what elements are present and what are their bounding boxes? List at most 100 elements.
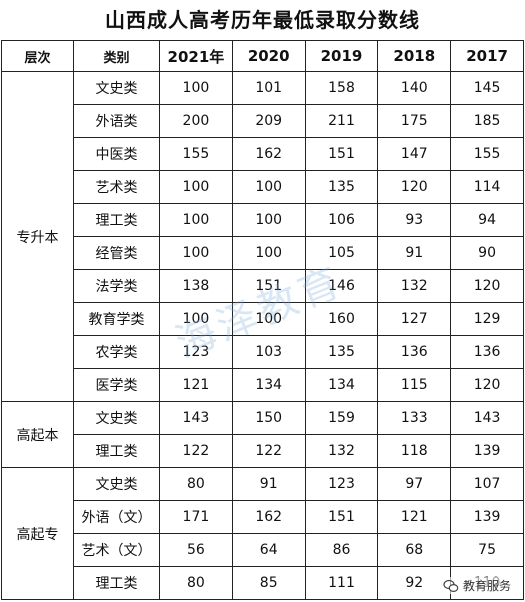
score-cell: 139 <box>450 434 524 468</box>
level-cell: 高起专 <box>1 467 74 600</box>
category-cell: 文史类 <box>73 467 160 501</box>
header-year: 2017 <box>450 40 524 72</box>
score-cell: 160 <box>304 302 379 336</box>
score-cell: 107 <box>450 467 524 501</box>
category-cell: 文史类 <box>73 401 160 435</box>
wechat-icon <box>443 579 459 592</box>
score-cell: 140 <box>377 71 452 105</box>
score-cell: 143 <box>159 401 233 435</box>
table-row: 中医类 155 162 151 147 155 <box>2 137 524 171</box>
score-cell: 97 <box>377 467 452 501</box>
table-row: 高起本 文史类 143 150 159 133 143 <box>1 401 524 468</box>
score-cell: 100 <box>159 71 233 105</box>
score-cell: 121 <box>377 500 452 534</box>
score-cell: 151 <box>304 137 379 171</box>
score-cell: 133 <box>377 401 452 435</box>
score-cell: 64 <box>231 533 306 567</box>
table-row: 理工类808511192110 <box>2 566 524 600</box>
score-cell: 120 <box>450 269 524 303</box>
score-cell: 86 <box>304 533 379 567</box>
score-cell: 85 <box>231 566 306 600</box>
score-cell: 80 <box>159 467 233 501</box>
category-cell: 外语（文） <box>73 500 160 534</box>
table-row: 艺术类 100 100 135 120 114 <box>2 170 524 204</box>
page-title: 山西成人高考历年最低录取分数线 <box>105 8 420 32</box>
score-cell: 135 <box>304 170 379 204</box>
score-cell: 150 <box>231 401 306 435</box>
score-cell: 146 <box>304 269 379 303</box>
header-category: 类别 <box>73 40 160 72</box>
score-cell: 118 <box>377 434 452 468</box>
score-cell: 91 <box>377 236 452 270</box>
score-cell: 171 <box>159 500 233 534</box>
category-cell: 医学类 <box>73 368 160 402</box>
table-row: 外语（文） 171 162 151 121 139 <box>2 500 524 534</box>
table-row: 理工类 122 122 132 118 139 <box>2 434 524 468</box>
score-cell: 127 <box>377 302 452 336</box>
score-cell: 101 <box>231 71 306 105</box>
table-row: 艺术（文） 56 64 86 68 75 <box>2 533 524 567</box>
score-cell: 151 <box>231 269 306 303</box>
score-cell: 92 <box>377 566 452 600</box>
level-cell: 专升本 <box>1 71 74 402</box>
score-cell: 134 <box>231 368 306 402</box>
score-cell: 155 <box>450 137 524 171</box>
category-cell: 文史类 <box>73 71 160 105</box>
score-cell: 211 <box>304 104 379 138</box>
category-cell: 理工类 <box>73 434 160 468</box>
table-row: 法学类 138 151 146 132 120 <box>2 269 524 303</box>
score-cell: 103 <box>231 335 306 369</box>
score-cell: 106 <box>304 203 379 237</box>
category-cell: 法学类 <box>73 269 160 303</box>
header-year: 2018 <box>377 40 452 72</box>
table-row: 专升本 文史类 100 101 158 140 145 <box>1 71 524 402</box>
score-cell: 115 <box>377 368 452 402</box>
score-cell: 120 <box>377 170 452 204</box>
table-row: 经管类 100 100 105 91 90 <box>2 236 524 270</box>
header-level: 层次 <box>1 40 74 72</box>
category-cell: 理工类 <box>73 566 160 600</box>
score-cell: 200 <box>159 104 233 138</box>
score-cell: 135 <box>304 335 379 369</box>
score-cell: 145 <box>450 71 524 105</box>
score-cell: 138 <box>159 269 233 303</box>
score-cell: 185 <box>450 104 524 138</box>
score-cell: 151 <box>304 500 379 534</box>
level-cell: 高起本 <box>1 401 74 468</box>
score-cell: 100 <box>231 236 306 270</box>
score-cell: 155 <box>159 137 233 171</box>
score-cell: 139 <box>450 500 524 534</box>
score-cell: 100 <box>159 236 233 270</box>
table-row: 高起专 文史类 80 91 123 97 107 <box>1 467 524 600</box>
category-cell: 经管类 <box>73 236 160 270</box>
score-cell: 175 <box>377 104 452 138</box>
header-year: 2020 <box>231 40 306 72</box>
category-cell: 理工类 <box>73 203 160 237</box>
score-cell: 100 <box>231 170 306 204</box>
score-cell: 94 <box>450 203 524 237</box>
score-cell: 80 <box>159 566 233 600</box>
score-cell: 209 <box>231 104 306 138</box>
category-cell: 艺术（文） <box>73 533 160 567</box>
score-cell: 114 <box>450 170 524 204</box>
header-year: 2019 <box>304 40 379 72</box>
score-cell: 91 <box>231 467 306 501</box>
score-cell: 75 <box>450 533 524 567</box>
score-cell: 122 <box>231 434 306 468</box>
category-cell: 艺术类 <box>73 170 160 204</box>
score-cell: 159 <box>304 401 379 435</box>
score-cell: 105 <box>304 236 379 270</box>
score-cell: 123 <box>159 335 233 369</box>
table-row: 医学类 121 134 134 115 120 <box>2 368 524 402</box>
score-cell: 100 <box>231 203 306 237</box>
score-cell: 143 <box>450 401 524 435</box>
table-body: 专升本 文史类 100 101 158 140 145 外语类 200 209 211 175 185 中… <box>1 71 524 600</box>
score-cell: 100 <box>159 302 233 336</box>
score-cell: 111 <box>304 566 379 600</box>
score-cell: 136 <box>450 335 524 369</box>
table-row: 农学类 123 103 135 136 136 <box>2 335 524 369</box>
table-row: 理工类 100 100 106 93 94 <box>2 203 524 237</box>
category-cell: 教育学类 <box>73 302 160 336</box>
score-cell: 132 <box>377 269 452 303</box>
score-cell: 158 <box>304 71 379 105</box>
